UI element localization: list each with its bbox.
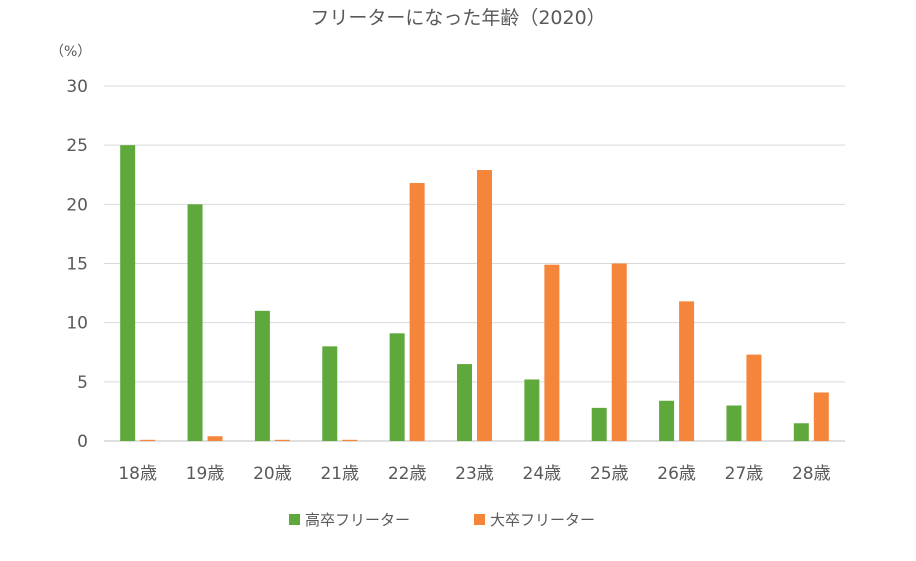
y-axis-unit-label: （%） bbox=[50, 44, 91, 60]
bar-high-school bbox=[726, 405, 742, 441]
bar-high-school bbox=[524, 379, 540, 441]
bar-high-school bbox=[120, 145, 136, 441]
y-axis-ticks: 0 5 10 15 20 25 30 bbox=[66, 77, 88, 452]
bar-high-school bbox=[389, 333, 405, 441]
x-tick-label: 22歳 bbox=[388, 464, 427, 484]
x-tick-label: 23歳 bbox=[455, 464, 494, 484]
bar-university bbox=[679, 301, 695, 441]
x-tick-label: 26歳 bbox=[657, 464, 696, 484]
y-tick-label: 15 bbox=[66, 255, 88, 275]
bar-high-school bbox=[322, 346, 338, 441]
legend-label: 大卒フリーター bbox=[490, 511, 595, 529]
bar-university bbox=[544, 264, 560, 441]
bar-university bbox=[274, 439, 290, 441]
x-tick-label: 24歳 bbox=[523, 464, 562, 484]
bar-university bbox=[409, 183, 425, 442]
y-tick-label: 30 bbox=[66, 77, 88, 97]
gridlines bbox=[104, 85, 845, 442]
bar-university bbox=[477, 170, 492, 441]
legend: 高卒フリーター 大卒フリーター bbox=[289, 511, 595, 529]
y-tick-label: 0 bbox=[77, 432, 88, 452]
x-tick-label: 25歳 bbox=[590, 464, 629, 484]
bar-high-school bbox=[187, 204, 203, 441]
bar-university bbox=[813, 392, 829, 441]
legend-swatch bbox=[474, 514, 485, 525]
y-tick-label: 25 bbox=[66, 136, 88, 156]
x-axis-ticks: 18歳 19歳 20歳 21歳 22歳 23歳 24歳 25歳 26歳 27歳 28歳 bbox=[118, 464, 830, 484]
x-tick-label: 28歳 bbox=[792, 464, 831, 484]
bar-high-school bbox=[591, 407, 607, 441]
bar-high-school bbox=[457, 364, 472, 441]
bar-university bbox=[207, 436, 223, 441]
bar-university bbox=[140, 439, 156, 441]
bars bbox=[120, 145, 829, 442]
x-tick-label: 18歳 bbox=[118, 464, 157, 484]
legend-label: 高卒フリーター bbox=[305, 511, 410, 529]
bar-university bbox=[611, 263, 627, 441]
bar-university bbox=[746, 354, 762, 441]
y-tick-label: 10 bbox=[66, 314, 88, 334]
x-tick-label: 19歳 bbox=[186, 464, 225, 484]
bar-high-school bbox=[659, 400, 675, 441]
y-tick-label: 20 bbox=[66, 195, 88, 215]
chart-title: フリーターになった年齢（2020） bbox=[310, 7, 605, 29]
y-tick-label: 5 bbox=[77, 373, 88, 393]
bar-high-school bbox=[254, 310, 270, 441]
bar-university bbox=[342, 439, 358, 441]
x-tick-label: 27歳 bbox=[725, 464, 764, 484]
x-tick-label: 21歳 bbox=[320, 464, 359, 484]
legend-swatch bbox=[289, 514, 300, 525]
bar-high-school bbox=[793, 423, 809, 441]
x-tick-label: 20歳 bbox=[253, 464, 292, 484]
